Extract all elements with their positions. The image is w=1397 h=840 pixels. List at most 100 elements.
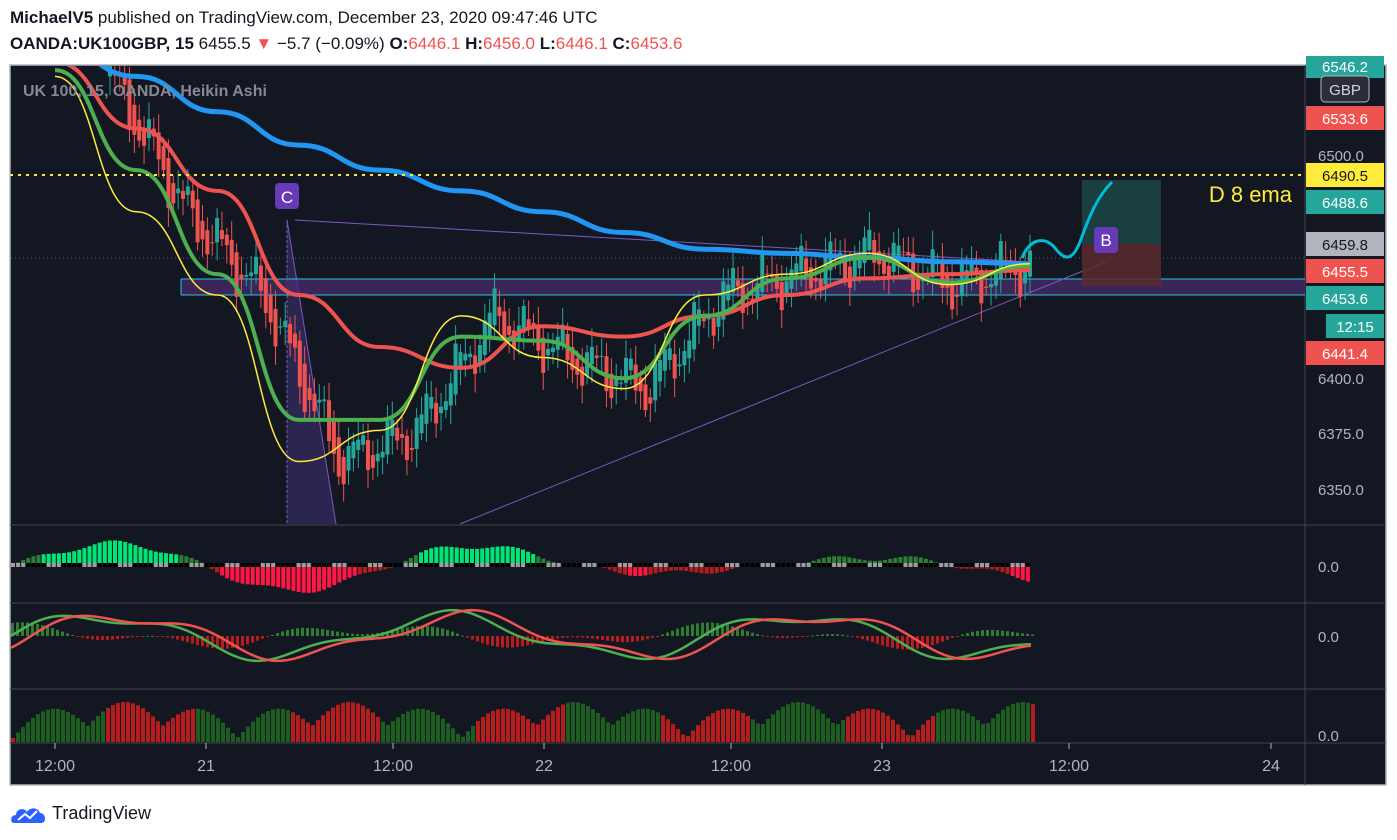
macd-line — [11, 608, 1032, 663]
volume-bar — [171, 717, 175, 742]
momentum-bar — [143, 548, 148, 565]
time-tick: 23 — [873, 758, 891, 775]
volume-bar — [71, 714, 75, 742]
macd-histogram-bar — [61, 631, 64, 636]
candle-body — [721, 281, 726, 320]
squeeze-dot — [184, 563, 189, 567]
squeeze-dot — [623, 563, 627, 567]
volume-bar — [286, 710, 290, 742]
macd-histogram-bar — [471, 636, 474, 640]
macd-histogram-bar — [231, 636, 234, 649]
candle-body — [365, 440, 370, 470]
squeeze-dot — [566, 563, 571, 567]
volume-bar — [681, 734, 685, 742]
candle-body — [925, 276, 930, 279]
squeeze-dot — [694, 563, 699, 567]
momentum-bar — [821, 557, 826, 565]
volume-bar — [156, 721, 160, 742]
candle-body — [799, 245, 804, 272]
macd-histogram-bar — [41, 625, 44, 636]
volume-bar — [926, 719, 930, 742]
candle-body — [969, 260, 974, 276]
price-axis[interactable]: 6500.0 6400.0 6375.0 6350.0 6546.2 6533.… — [1306, 56, 1384, 745]
volume-bar — [131, 703, 135, 742]
squeeze-dot — [138, 563, 143, 567]
candle-body — [774, 275, 779, 289]
lower-trendline — [459, 259, 1111, 524]
squeeze-dot — [67, 563, 72, 567]
candle-body — [589, 346, 594, 365]
momentum-bar — [429, 548, 434, 565]
squeeze-dot — [577, 563, 582, 567]
volume-bar — [946, 708, 950, 742]
momentum-bar — [510, 546, 515, 565]
macd-histogram-bar — [451, 631, 454, 636]
volume-bar — [771, 714, 775, 742]
squeeze-dot — [36, 563, 41, 567]
macd-histogram-bar — [91, 636, 94, 640]
squeeze-dot — [398, 563, 403, 567]
candle-body — [419, 414, 424, 434]
macd-histogram-bar — [861, 636, 864, 640]
squeeze-dot — [704, 563, 709, 567]
wave-c-marker[interactable] — [275, 183, 299, 209]
price-label-box — [1306, 163, 1384, 187]
volume-bar — [646, 708, 650, 742]
squeeze-dot — [643, 563, 648, 567]
volume-bar — [216, 718, 220, 742]
squeeze-dot — [408, 563, 413, 567]
squeeze-dot — [21, 563, 26, 567]
momentum-bar — [699, 565, 704, 574]
wave-b-marker[interactable] — [1094, 227, 1118, 253]
macd-histogram-bar — [316, 628, 319, 636]
currency-badge[interactable] — [1320, 75, 1370, 103]
momentum-bar — [470, 548, 474, 565]
candle-body — [439, 406, 444, 414]
squeeze-dot — [674, 563, 678, 567]
projection-path — [1020, 180, 1114, 259]
momentum-bar — [893, 557, 898, 565]
momentum-bar — [357, 565, 362, 575]
candle-body — [176, 188, 181, 194]
squeeze-dot — [939, 563, 944, 567]
squeeze-dot — [470, 563, 474, 567]
macd-histogram-bar — [921, 636, 924, 648]
volume-bar — [906, 735, 910, 742]
volume-bar — [641, 708, 645, 742]
tradingview-brand[interactable]: TradingView — [10, 800, 151, 826]
macd-histogram-bar — [636, 636, 639, 642]
publisher-name[interactable]: MichaelV5 — [10, 8, 94, 27]
macd-histogram-bar — [51, 628, 54, 636]
candle-body — [317, 399, 322, 403]
time-axis[interactable]: 12:00 21 12:00 22 12:00 23 12:00 24 — [35, 743, 1280, 775]
macd-histogram-bar — [936, 636, 939, 644]
macd-histogram-bar — [86, 636, 89, 639]
candle-body — [380, 451, 385, 458]
macd-histogram-bar — [981, 630, 984, 636]
momentum-bar — [276, 565, 281, 588]
candle-body — [443, 401, 448, 410]
volume-bar — [21, 727, 25, 742]
momentum-bar — [413, 555, 418, 565]
squeeze-dot — [730, 563, 735, 567]
volume-bar — [461, 736, 465, 742]
candle-body — [356, 439, 361, 451]
momentum-bar — [378, 565, 383, 571]
macd-histogram-bar — [431, 626, 434, 636]
macd-histogram-bar — [491, 636, 494, 646]
volume-bar — [871, 708, 875, 742]
candle-body — [881, 257, 886, 274]
macd-histogram-bar — [111, 636, 114, 640]
macd-histogram-bar — [801, 636, 804, 637]
volume-bar — [776, 710, 780, 742]
squeeze-dot — [1000, 563, 1005, 567]
squeeze-dot — [255, 563, 260, 567]
squeeze-dot — [617, 563, 622, 567]
macd-histogram-bar — [846, 635, 849, 637]
momentum-bar — [1000, 565, 1005, 572]
candle-body — [463, 353, 468, 361]
candle-body — [682, 351, 687, 366]
momentum-bar — [439, 546, 444, 565]
momentum-bar — [184, 556, 189, 565]
